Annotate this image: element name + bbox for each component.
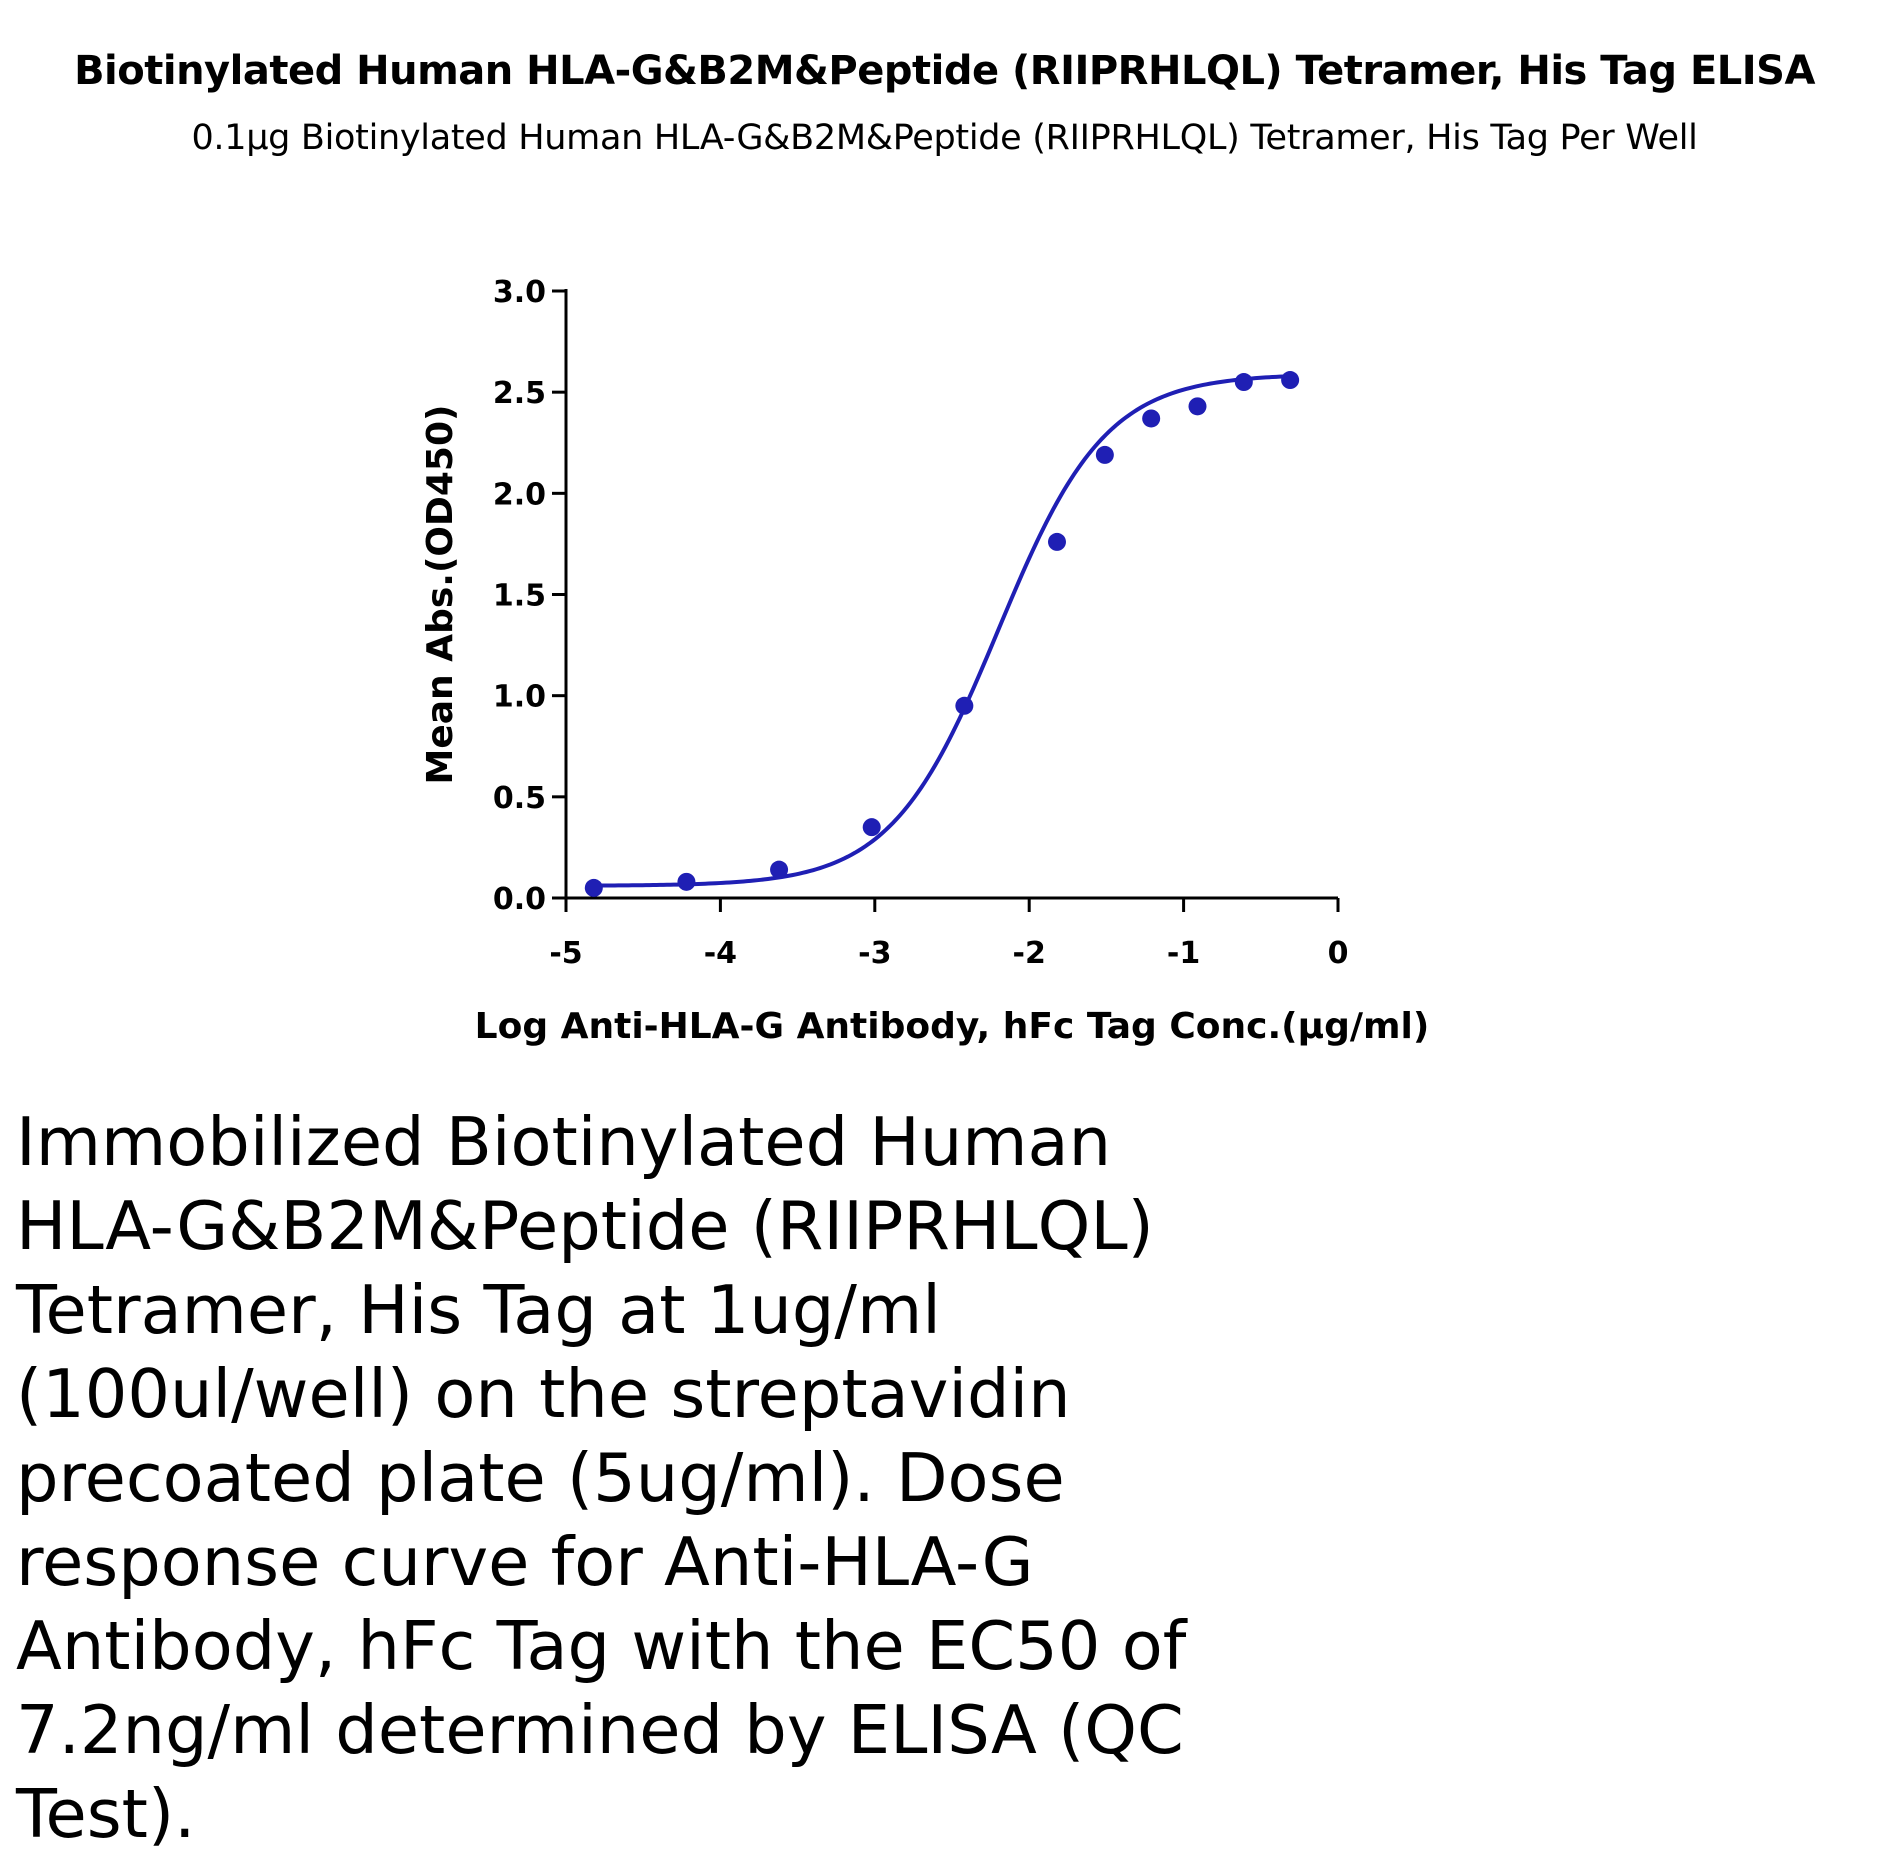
y-tick-label: 2.0	[493, 477, 546, 512]
chart-plot: -5 -4 -3 -2 -1 0 0.0 0.5 1.0 1.5 2.0 2.5 3.0 Mean A…	[420, 275, 1430, 1047]
y-tick-label: 1.5	[493, 579, 546, 614]
data-point	[862, 818, 881, 837]
x-tick-label: 0	[1328, 936, 1349, 971]
caption-text: Immobilized Biotinylated Human HLA-G&B2M…	[16, 1103, 1187, 1853]
data-point	[1095, 445, 1114, 464]
data-points	[584, 371, 1300, 897]
data-point	[1047, 532, 1066, 551]
data-point	[955, 696, 974, 715]
data-point	[584, 878, 603, 897]
data-point	[1281, 371, 1300, 390]
data-point	[1142, 409, 1161, 428]
fit-curve	[593, 374, 1291, 888]
y-tick-label: 0.5	[493, 781, 546, 816]
x-tick-label: -5	[549, 936, 582, 971]
x-tick-label: -4	[704, 936, 737, 971]
x-tick-label: -1	[1167, 936, 1200, 971]
x-tick-label: -3	[858, 936, 891, 971]
x-tick-label: -2	[1013, 936, 1046, 971]
y-tick-label: 0.0	[493, 882, 546, 917]
x-ticks: -5 -4 -3 -2 -1 0	[549, 898, 1348, 971]
y-tick-label: 1.0	[493, 680, 546, 715]
y-axis-title: Mean Abs.(OD450)	[420, 405, 461, 785]
data-point	[770, 860, 789, 879]
data-point	[1188, 397, 1207, 416]
x-axis-title: Log Anti-HLA-G Antibody, hFc Tag Conc.(μ…	[475, 1006, 1430, 1047]
data-point	[1234, 373, 1253, 392]
y-ticks: 0.0 0.5 1.0 1.5 2.0 2.5 3.0	[493, 275, 566, 917]
chart-subtitle: 0.1μg Biotinylated Human HLA-G&B2M&Pepti…	[191, 118, 1698, 158]
y-tick-label: 3.0	[493, 275, 546, 310]
y-tick-label: 2.5	[493, 376, 546, 411]
data-point	[677, 872, 696, 891]
chart-title: Biotinylated Human HLA-G&B2M&Peptide (RI…	[74, 48, 1815, 94]
